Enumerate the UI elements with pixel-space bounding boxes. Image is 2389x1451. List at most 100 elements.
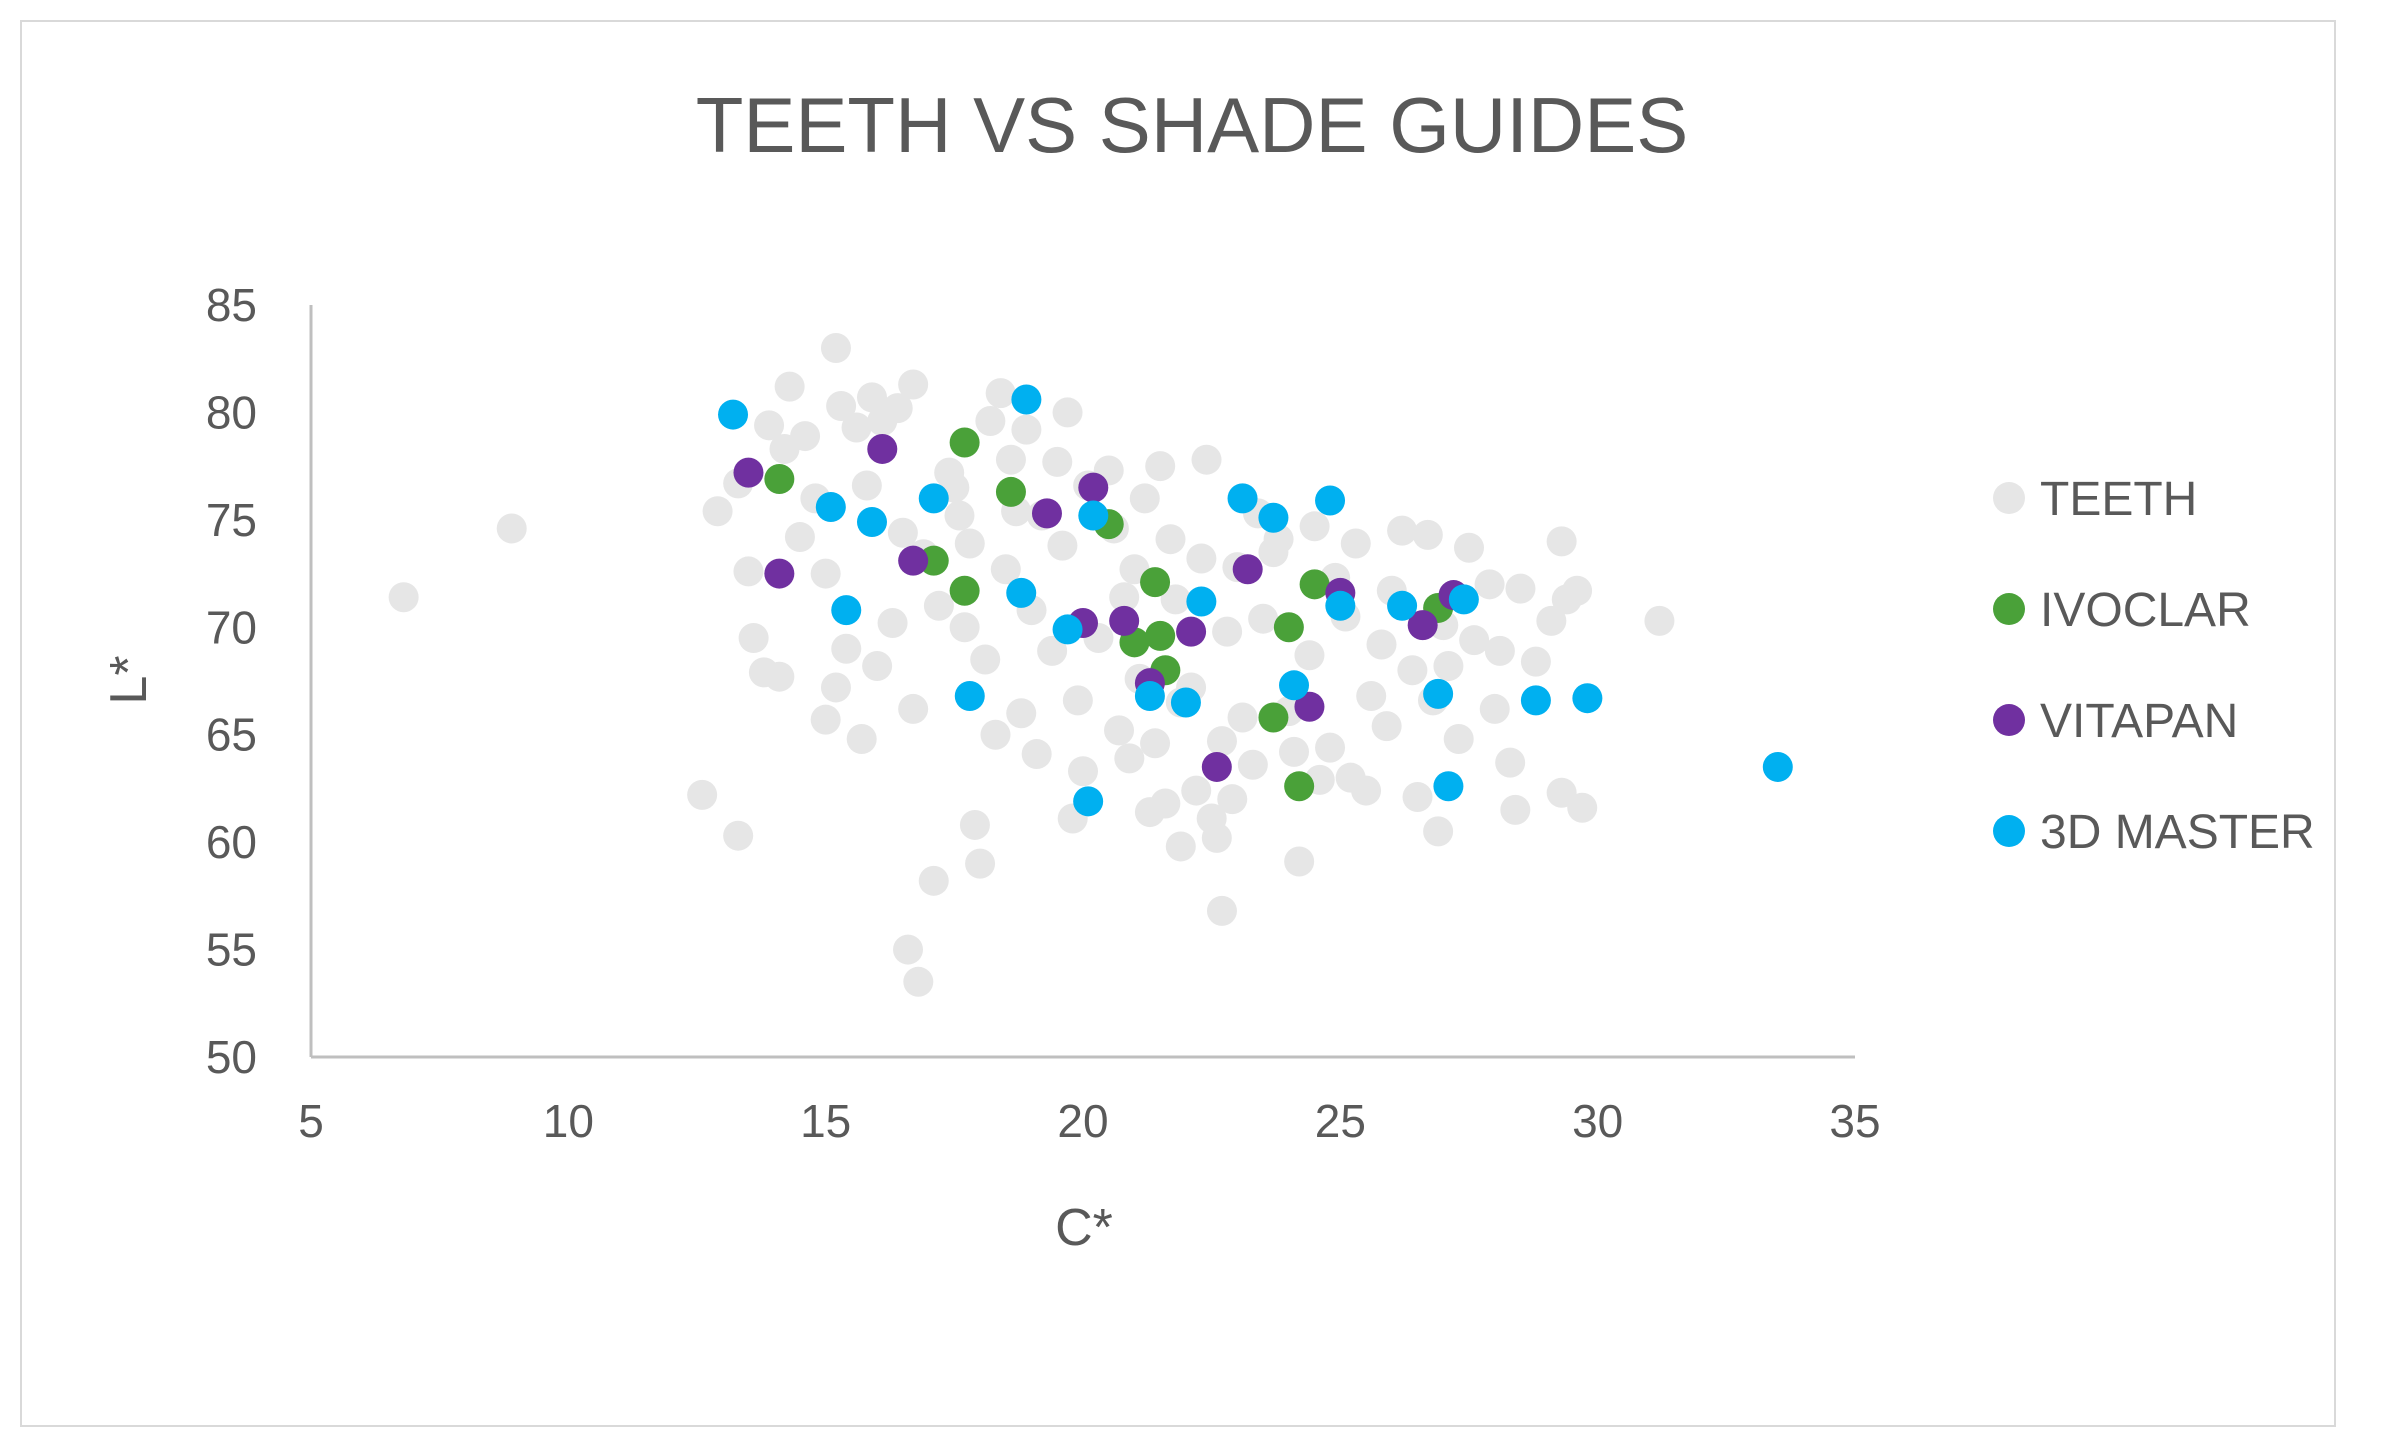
vitapan-point (1031, 498, 1062, 529)
3d-master-point (718, 399, 749, 430)
teeth-point (1454, 532, 1484, 563)
3d-master-point (1006, 577, 1037, 608)
teeth-point (1145, 451, 1176, 482)
3d-master-point (1520, 685, 1551, 716)
teeth-point (1006, 698, 1037, 729)
teeth-point (1258, 537, 1289, 568)
x-tick-label: 15 (800, 1095, 851, 1147)
teeth-point (1191, 444, 1222, 475)
teeth-point (1495, 747, 1526, 778)
teeth-point (1052, 397, 1083, 428)
teeth-point (1042, 446, 1073, 477)
teeth-point (1387, 515, 1418, 546)
3d-master-point (1227, 483, 1258, 514)
teeth-point (959, 809, 990, 840)
teeth-point (1037, 635, 1068, 666)
teeth-point (1423, 816, 1454, 847)
teeth-point (820, 332, 851, 363)
teeth-point (1021, 739, 1052, 770)
teeth-point (1150, 788, 1181, 819)
vitapan-point (1109, 605, 1140, 636)
series-teeth (388, 332, 1675, 997)
teeth-point (1433, 650, 1464, 681)
teeth-point (985, 378, 1016, 409)
teeth-point (877, 607, 908, 638)
teeth-point (1500, 794, 1531, 825)
y-tick-label: 55 (206, 924, 257, 976)
teeth-point (1562, 575, 1593, 606)
y-tick-label: 50 (206, 1031, 257, 1083)
teeth-point (903, 966, 934, 997)
teeth-point (1335, 762, 1366, 793)
teeth-point (774, 371, 805, 402)
y-tick-label: 60 (206, 816, 257, 868)
teeth-point (820, 672, 851, 703)
teeth-point (1109, 582, 1140, 613)
vitapan-point (1078, 472, 1109, 503)
teeth-point (856, 382, 887, 413)
3d-master-point (1572, 683, 1603, 714)
vitapan-point (1201, 751, 1232, 782)
teeth-point (784, 522, 815, 553)
vitapan-point (898, 545, 929, 576)
teeth-point (995, 444, 1026, 475)
teeth-point (769, 433, 800, 464)
teeth-point (1186, 543, 1217, 574)
teeth-point (1248, 603, 1279, 634)
ivoclar-point (1140, 567, 1171, 598)
x-tick-label: 10 (543, 1095, 594, 1147)
3d-master-point (1011, 384, 1042, 415)
vitapan-point (1232, 554, 1263, 585)
teeth-point (1459, 625, 1490, 656)
legend: TEETH IVOCLAR VITAPAN 3D MASTER (1993, 473, 2315, 859)
teeth-point (1201, 822, 1232, 853)
3d-master-point (1762, 751, 1793, 782)
teeth-point (970, 644, 1001, 675)
teeth-point (1279, 736, 1310, 767)
teeth-point (1397, 655, 1428, 686)
teeth-point (1068, 756, 1098, 787)
y-tick-label: 85 (206, 279, 257, 331)
3d-master-point (1186, 586, 1217, 617)
vitapan-point (764, 558, 795, 589)
teeth-point (1546, 526, 1577, 557)
ivoclar-point (949, 575, 980, 606)
legend-marker-ivoclar (1993, 593, 2025, 625)
teeth-point (841, 412, 872, 443)
3d-master-point (1170, 687, 1201, 718)
3d-master-point (918, 483, 949, 514)
teeth-point (882, 393, 913, 424)
teeth-point (810, 704, 841, 735)
vitapan-point (867, 433, 898, 464)
teeth-point (1412, 519, 1443, 550)
teeth-point (702, 496, 733, 527)
teeth-point (1062, 685, 1093, 716)
x-tick-label: 5 (298, 1095, 324, 1147)
legend-marker-3d-master (1993, 815, 2025, 847)
series-ivoclar (764, 427, 1454, 802)
ivoclar-point (918, 545, 949, 576)
teeth-point (826, 390, 857, 421)
teeth-point (1371, 711, 1402, 742)
teeth-point (1294, 640, 1325, 671)
teeth-point (1644, 605, 1675, 636)
teeth-point (1402, 782, 1433, 813)
teeth-point (687, 779, 718, 810)
teeth-point (1520, 646, 1551, 677)
teeth-point (1567, 792, 1598, 823)
chart-title: TEETH VS SHADE GUIDES (696, 81, 1689, 169)
teeth-point (887, 517, 918, 548)
teeth-point (1237, 749, 1268, 780)
teeth-point (893, 934, 924, 965)
teeth-point (851, 470, 882, 501)
teeth-point (1479, 693, 1510, 724)
teeth-point (1474, 569, 1505, 600)
plot-area (388, 332, 1793, 997)
3d-master-point (1433, 771, 1464, 802)
teeth-point (831, 633, 862, 664)
legend-label-3d-master: 3D MASTER (2040, 806, 2315, 859)
y-axis-ticks: 50 55 60 65 70 75 80 85 (206, 279, 257, 1083)
ivoclar-point (1258, 702, 1289, 733)
teeth-point (496, 513, 527, 544)
